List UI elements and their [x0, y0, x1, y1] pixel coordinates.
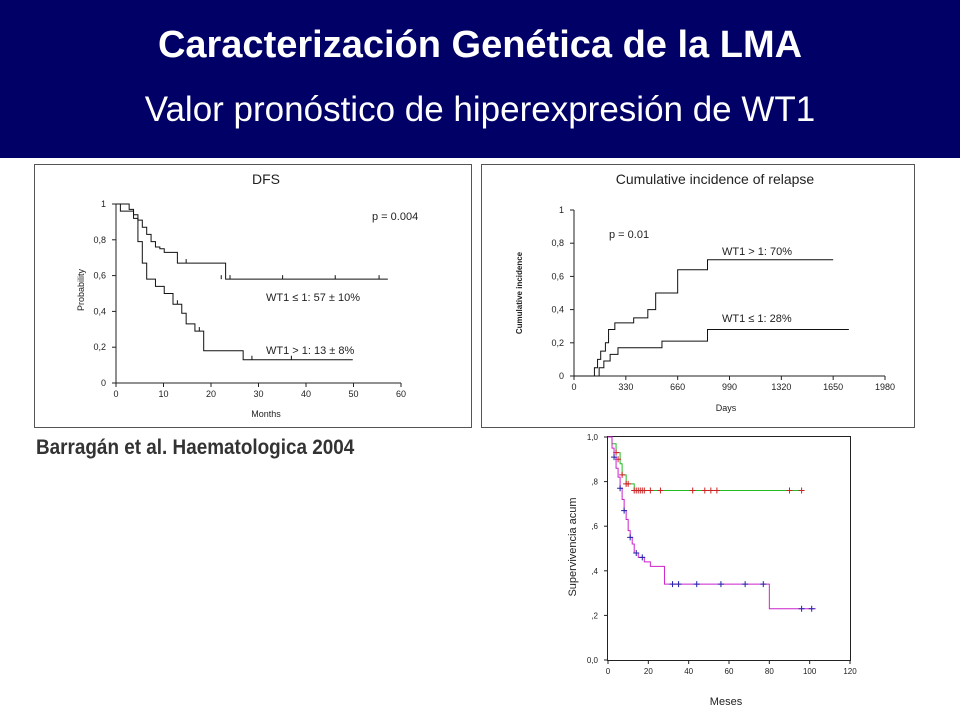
- plot-area: 0 10 20 30 40 50 60 0 0,2 0,4 0,6 0,8 1: [93, 199, 406, 399]
- chart-frame: [34, 164, 472, 428]
- x-tick-label: 50: [348, 389, 358, 399]
- x-tick-label: 20: [206, 389, 216, 399]
- x-tick-label: 10: [158, 389, 168, 399]
- censor-mark: [701, 487, 708, 494]
- x-tick-label: 0: [571, 382, 576, 392]
- chart-title: DFS: [252, 171, 280, 187]
- y-axis-label: Cumulative incidence: [515, 251, 524, 334]
- y-tick-label: 0,4: [551, 305, 564, 315]
- y-tick-label: 1,0: [587, 433, 599, 442]
- x-tick-label: 120: [843, 667, 857, 676]
- censor-mark: [675, 581, 682, 588]
- censor-mark: [713, 487, 720, 494]
- x-tick-label: 0: [113, 389, 118, 399]
- censor-mark: [717, 581, 724, 588]
- censor-mark: [707, 487, 714, 494]
- censor-mark: [798, 605, 805, 612]
- y-tick-label: 0,2: [551, 338, 564, 348]
- censor-mark: [619, 471, 626, 478]
- censor-mark: [808, 605, 815, 612]
- censor-mark: [621, 507, 628, 514]
- chart-title: Cumulative incidence of relapse: [616, 171, 815, 187]
- slide-title: Caracterización Genética de la LMA: [157, 24, 803, 66]
- survival-chart: 0 20 40 60 80 100 120 0,0 ,2 ,4 ,6 ,8 1,0 Meses Supe…: [567, 433, 857, 708]
- censor-mark: [617, 485, 624, 492]
- censor-mark: [611, 454, 618, 461]
- series-line: [574, 259, 834, 377]
- censor-mark: [669, 581, 676, 588]
- censor-mark: [641, 487, 648, 494]
- y-tick-label: 0,8: [93, 235, 106, 245]
- censor-mark: [742, 581, 749, 588]
- y-tick-label: ,2: [591, 611, 598, 620]
- censor-mark: [760, 581, 767, 588]
- dfs-chart: DFS 0 10 20 30 40 50 60 0 0,2 0,4 0,6 0,8 1 p = 0.00…: [34, 164, 472, 428]
- p-value-annotation: p = 0.004: [372, 211, 418, 223]
- censor-mark: [657, 487, 664, 494]
- x-tick-label: 1650: [823, 382, 843, 392]
- censor-mark: [625, 480, 632, 487]
- x-tick-label: 20: [644, 667, 653, 676]
- x-tick-label: 100: [803, 667, 817, 676]
- x-tick-label: 80: [765, 667, 774, 676]
- x-tick-label: 60: [725, 667, 734, 676]
- x-tick-label: 40: [301, 389, 311, 399]
- x-tick-label: 990: [722, 382, 737, 392]
- x-tick-label: 1320: [771, 382, 791, 392]
- y-tick-label: 1: [559, 205, 564, 215]
- y-tick-label: 0,8: [551, 238, 564, 248]
- series-label-low: WT1 ≤ 1: 28%: [722, 313, 792, 325]
- p-value-annotation: p = 0.01: [609, 229, 649, 241]
- x-axis-label: Months: [251, 409, 281, 419]
- censor-mark: [633, 549, 640, 556]
- y-tick-label: 1: [101, 199, 106, 209]
- series-label-low: WT1 ≤ 1: 57 ± 10%: [266, 292, 360, 304]
- x-tick-label: 30: [253, 389, 263, 399]
- censor-mark: [647, 487, 654, 494]
- x-axis-label: Days: [716, 403, 737, 413]
- x-tick-label: 660: [670, 382, 685, 392]
- y-tick-label: 0: [559, 371, 564, 381]
- y-axis-label: Supervivencia acum: [567, 497, 579, 596]
- slide-header: [0, 0, 960, 158]
- series-line: [608, 436, 816, 610]
- x-tick-label: 0: [606, 667, 611, 676]
- y-axis-label: Probability: [76, 268, 86, 311]
- plot-area: 0 330 660 990 1320 1650 1980 0 0,2 0,4 0,6 0,8 1: [551, 205, 895, 392]
- plot-area: 0 20 40 60 80 100 120 0,0 ,2 ,4 ,6 ,8 1,0: [587, 433, 857, 676]
- series-line: [574, 329, 849, 377]
- series-line: [608, 436, 802, 492]
- x-tick-label: 40: [684, 667, 693, 676]
- y-tick-label: ,4: [591, 567, 598, 576]
- y-tick-label: 0,6: [551, 271, 564, 281]
- series-label-high: WT1 > 1: 13 ± 8%: [266, 345, 354, 357]
- series-label-high: WT1 > 1: 70%: [722, 246, 792, 258]
- x-tick-label: 330: [618, 382, 633, 392]
- relapse-incidence-chart: Cumulative incidence of relapse 0 330 660 9…: [481, 164, 915, 428]
- x-tick-label: 60: [396, 389, 406, 399]
- y-tick-label: 0,6: [93, 271, 106, 281]
- censor-mark: [786, 487, 793, 494]
- censor-mark: [639, 554, 646, 561]
- y-tick-label: 0: [101, 378, 106, 388]
- censor-mark: [627, 534, 634, 541]
- slide-subtitle: Valor pronóstico de hiperexpresión de WT…: [144, 90, 816, 129]
- y-tick-label: 0,4: [93, 306, 106, 316]
- censor-mark: [798, 487, 805, 494]
- x-axis-label: Meses: [710, 696, 743, 708]
- censor-mark: [689, 487, 696, 494]
- y-tick-label: ,8: [591, 478, 598, 487]
- y-tick-label: ,6: [591, 522, 598, 531]
- chart-frame: [481, 164, 915, 428]
- citation-text: Barragán et al. Haematologica 2004: [36, 436, 355, 459]
- y-tick-label: 0,0: [587, 656, 599, 665]
- plot-frame: [607, 436, 851, 661]
- y-tick-label: 0,2: [93, 342, 106, 352]
- x-tick-label: 1980: [875, 382, 895, 392]
- censor-mark: [693, 581, 700, 588]
